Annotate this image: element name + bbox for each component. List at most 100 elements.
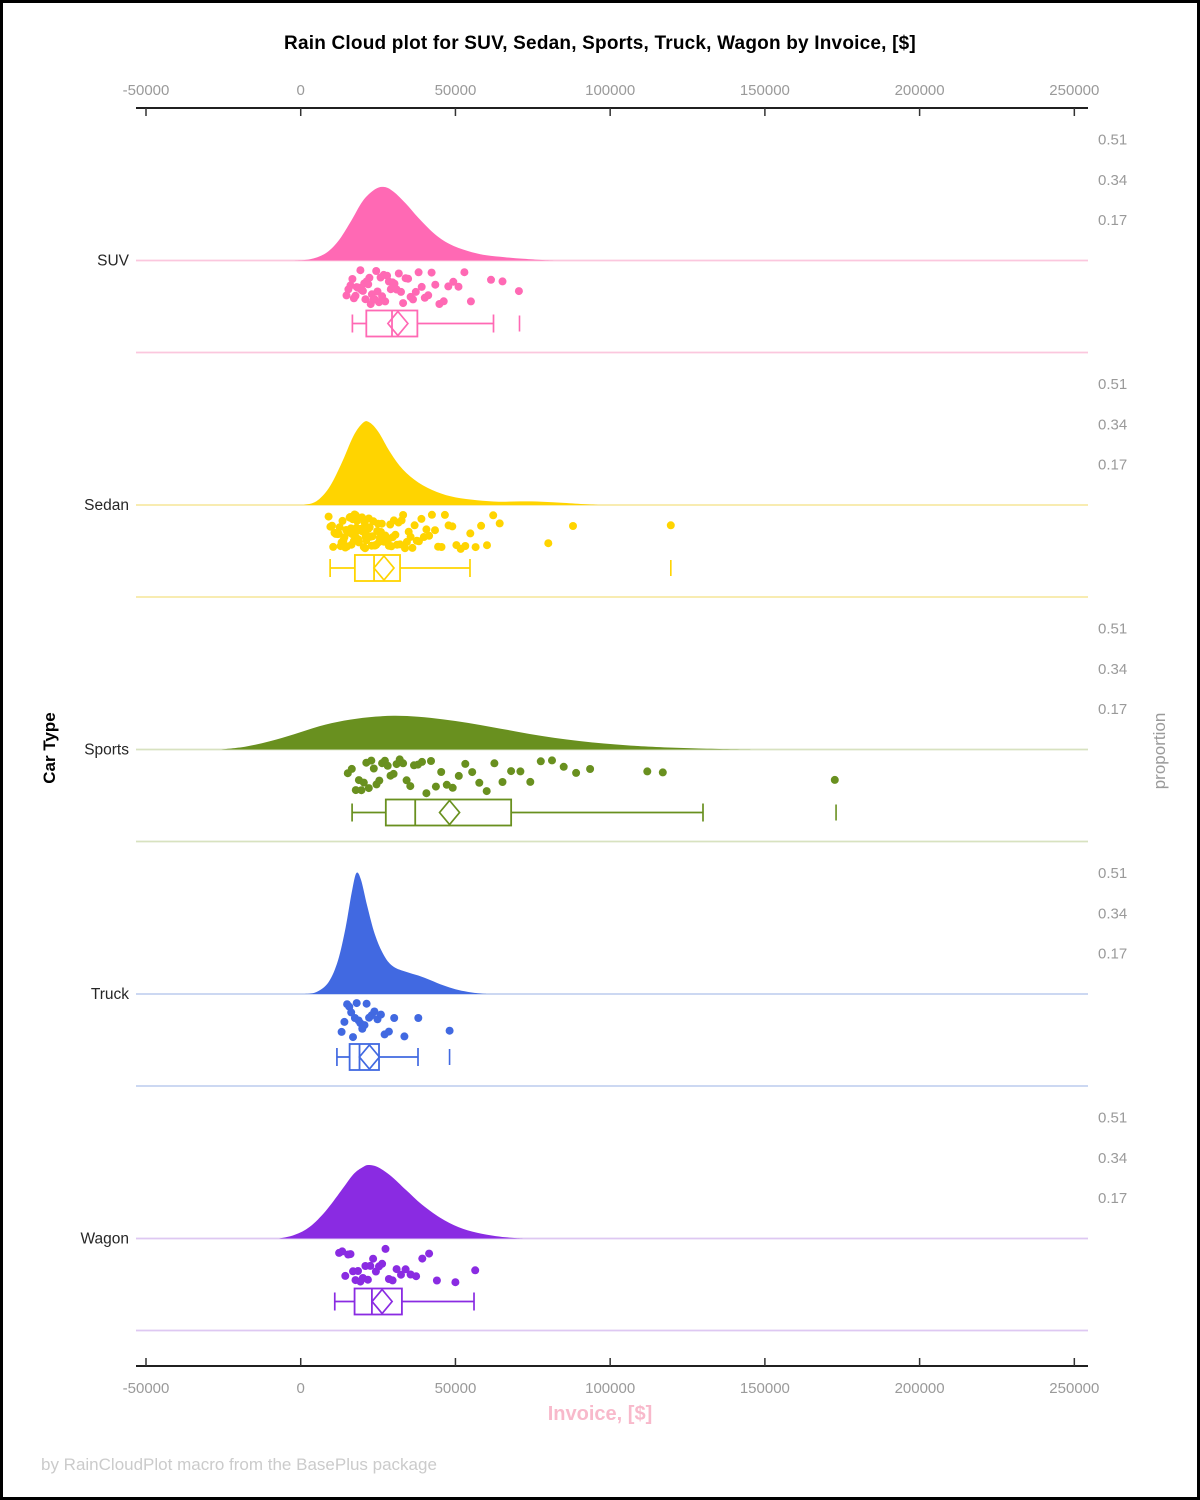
rain-point: [498, 277, 507, 286]
rain-point: [397, 287, 405, 296]
top-axis-tick-label: 50000: [435, 82, 477, 99]
rain-point: [449, 277, 458, 286]
rain-point: [401, 1265, 410, 1274]
rain-point: [466, 297, 475, 306]
rain-point: [439, 297, 448, 306]
rain-point: [425, 531, 434, 540]
rain-point: [361, 544, 370, 553]
bottom-axis-tick-label: -50000: [123, 1380, 170, 1397]
rain-point: [361, 295, 370, 304]
rain-point: [487, 275, 495, 284]
chart-title: Rain Cloud plot for SUV, Sedan, Sports, …: [284, 33, 916, 54]
rain-point: [358, 286, 367, 295]
rain-point: [432, 1276, 441, 1285]
rain-point: [586, 765, 595, 773]
rain-point: [349, 1033, 357, 1042]
density-cloud: [294, 186, 555, 261]
rain-point: [337, 1027, 346, 1036]
bottom-axis-tick-label: 0: [297, 1380, 305, 1397]
top-axis-tick-label: -50000: [123, 82, 170, 99]
rain-point: [329, 542, 338, 551]
rain-point: [461, 759, 470, 768]
rain-point: [516, 767, 525, 776]
top-axis-tick-label: 0: [297, 82, 305, 99]
rain-point: [544, 539, 553, 548]
proportion-tick-label: 0.34: [1098, 416, 1127, 433]
box: [353, 554, 401, 582]
rain-point: [383, 761, 392, 770]
rain-point: [442, 780, 451, 789]
rain-point: [338, 1247, 347, 1256]
rain-point: [365, 523, 374, 532]
proportion-tick-label: 0.17: [1098, 1190, 1127, 1207]
series-Sports: 0.51 0.34 0.17 Sports: [84, 621, 1127, 843]
rain-point: [357, 786, 366, 795]
bottom-axis-tick-label: 150000: [740, 1380, 790, 1397]
y-axis-label: Car Type: [40, 712, 59, 784]
rain-point: [437, 543, 446, 551]
rain-point: [412, 1272, 421, 1281]
category-label: Wagon: [80, 1231, 129, 1248]
mean-diamond: [370, 1288, 394, 1315]
proportion-tick-label: 0.17: [1098, 457, 1127, 474]
rain-point: [392, 1265, 401, 1274]
box: [384, 798, 513, 827]
rain-point: [477, 521, 486, 530]
category-label: Truck: [91, 986, 129, 1003]
mean-diamond: [358, 1043, 381, 1071]
rain-point: [411, 287, 420, 296]
proportion-tick-label: 0.17: [1098, 701, 1127, 718]
density-cloud: [303, 421, 598, 505]
rain-point: [422, 525, 431, 534]
proportion-tick-label: 0.34: [1098, 172, 1127, 189]
rain-point: [431, 280, 440, 289]
rain-point: [445, 1026, 454, 1035]
rain-point: [391, 530, 400, 539]
proportion-tick-label: 0.51: [1098, 621, 1127, 638]
rain-point: [489, 511, 498, 520]
rain-point: [342, 291, 351, 300]
rain-point: [548, 756, 556, 765]
rain-point: [414, 1014, 423, 1022]
rain-point: [399, 759, 408, 768]
rain-point: [418, 1254, 427, 1263]
rain-point: [354, 1267, 362, 1275]
category-label: Sports: [84, 742, 129, 759]
rain-point: [399, 511, 408, 519]
rain-point: [338, 516, 347, 525]
rain-point: [454, 282, 463, 291]
density-cloud: [303, 872, 487, 994]
top-axis-tick-label: 150000: [740, 82, 790, 99]
rain-point: [401, 544, 409, 553]
rain-point: [363, 1275, 372, 1284]
rain-point: [381, 1244, 390, 1253]
rain-point: [324, 512, 333, 521]
rain-point: [384, 1027, 393, 1036]
rain-point: [526, 777, 535, 786]
rain-point: [372, 267, 381, 275]
rain-point: [368, 532, 377, 541]
rain-point: [375, 776, 384, 785]
rain-point: [431, 526, 439, 535]
rain-point: [466, 529, 475, 538]
bottom-axis-tick-label: 200000: [895, 1380, 945, 1397]
rain-point: [352, 999, 361, 1008]
rain-point: [471, 1266, 480, 1275]
rain-point: [406, 782, 415, 791]
rain-point: [406, 532, 415, 541]
proportion-tick-label: 0.51: [1098, 376, 1127, 393]
proportion-tick-label: 0.34: [1098, 661, 1127, 678]
rain-point: [359, 778, 368, 787]
rain-point: [471, 543, 480, 552]
rain-point: [482, 787, 491, 796]
rain-point: [451, 1278, 460, 1287]
rain-point: [507, 767, 516, 776]
rain-point: [375, 298, 383, 307]
rain-point: [397, 1270, 405, 1279]
rain-point: [410, 521, 419, 530]
rain-point: [378, 1259, 387, 1268]
x-axis-label: Invoice, [$]: [547, 1403, 653, 1425]
rain-point: [424, 291, 433, 300]
rain-point: [425, 1249, 434, 1258]
proportion-tick-label: 0.51: [1098, 865, 1127, 882]
